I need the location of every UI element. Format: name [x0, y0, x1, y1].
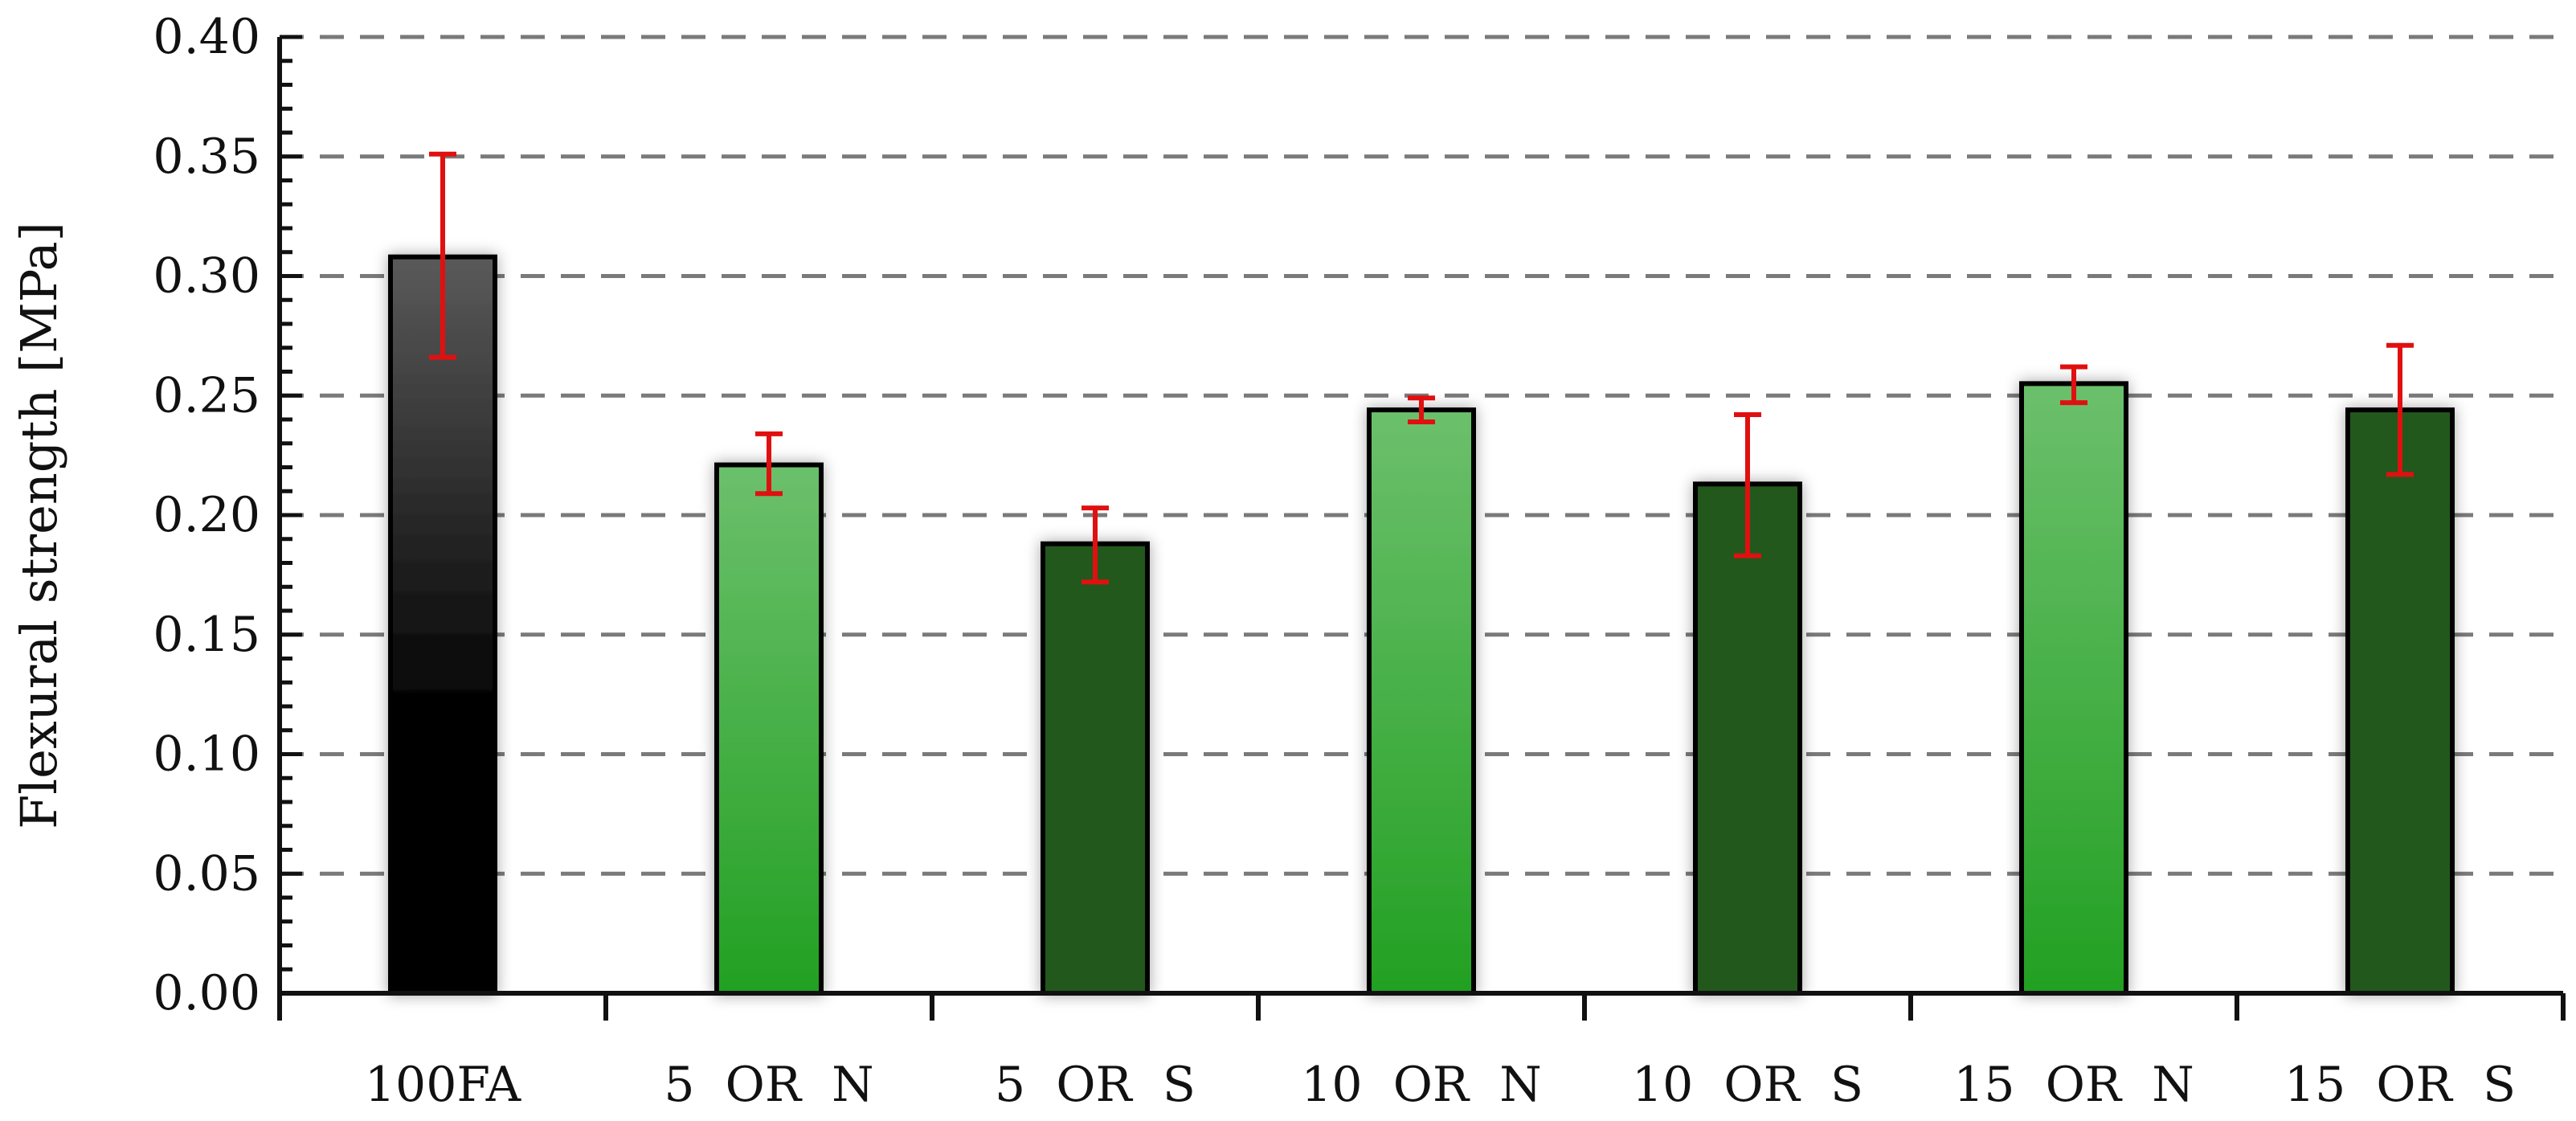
y-tick-label: 0.15 [153, 607, 260, 663]
x-tick-label: 100FA [365, 1057, 521, 1113]
y-tick-label: 0.25 [153, 367, 260, 423]
y-tick-label: 0.35 [153, 129, 260, 185]
x-tick-label: 5 OR S [995, 1057, 1196, 1113]
y-tick-label: 0.20 [153, 487, 260, 543]
bar-4 [1367, 407, 1476, 996]
error-bars [429, 151, 2414, 585]
y-tick-label: 0.00 [153, 965, 260, 1021]
y-axis-title: Flexural strength [MPa] [10, 222, 68, 829]
x-tick-label: 5 OR N [664, 1057, 873, 1113]
bar-7 [2345, 407, 2455, 996]
bar-6 [2019, 381, 2128, 996]
bar-2 [714, 462, 824, 996]
x-tick-label: 15 OR S [2284, 1057, 2516, 1113]
axes [277, 35, 2566, 1021]
bar-1 [388, 254, 497, 996]
x-tick-label: 10 OR N [1301, 1057, 1542, 1113]
bar-5 [1693, 481, 1802, 996]
y-tick-label: 0.10 [153, 726, 260, 783]
y-tick-label: 0.05 [153, 845, 260, 902]
y-tick-label: 0.30 [153, 248, 260, 305]
y-tick-label: 0.40 [153, 9, 260, 65]
x-tick-label: 15 OR N [1953, 1057, 2194, 1113]
x-tick-label: 10 OR S [1632, 1057, 1863, 1113]
bars [388, 254, 2455, 996]
bar-3 [1041, 541, 1150, 996]
tick-labels: 0.00 0.05 0.10 0.15 0.20 0.25 0.30 0.35 0.40 100F… [153, 9, 2516, 1113]
